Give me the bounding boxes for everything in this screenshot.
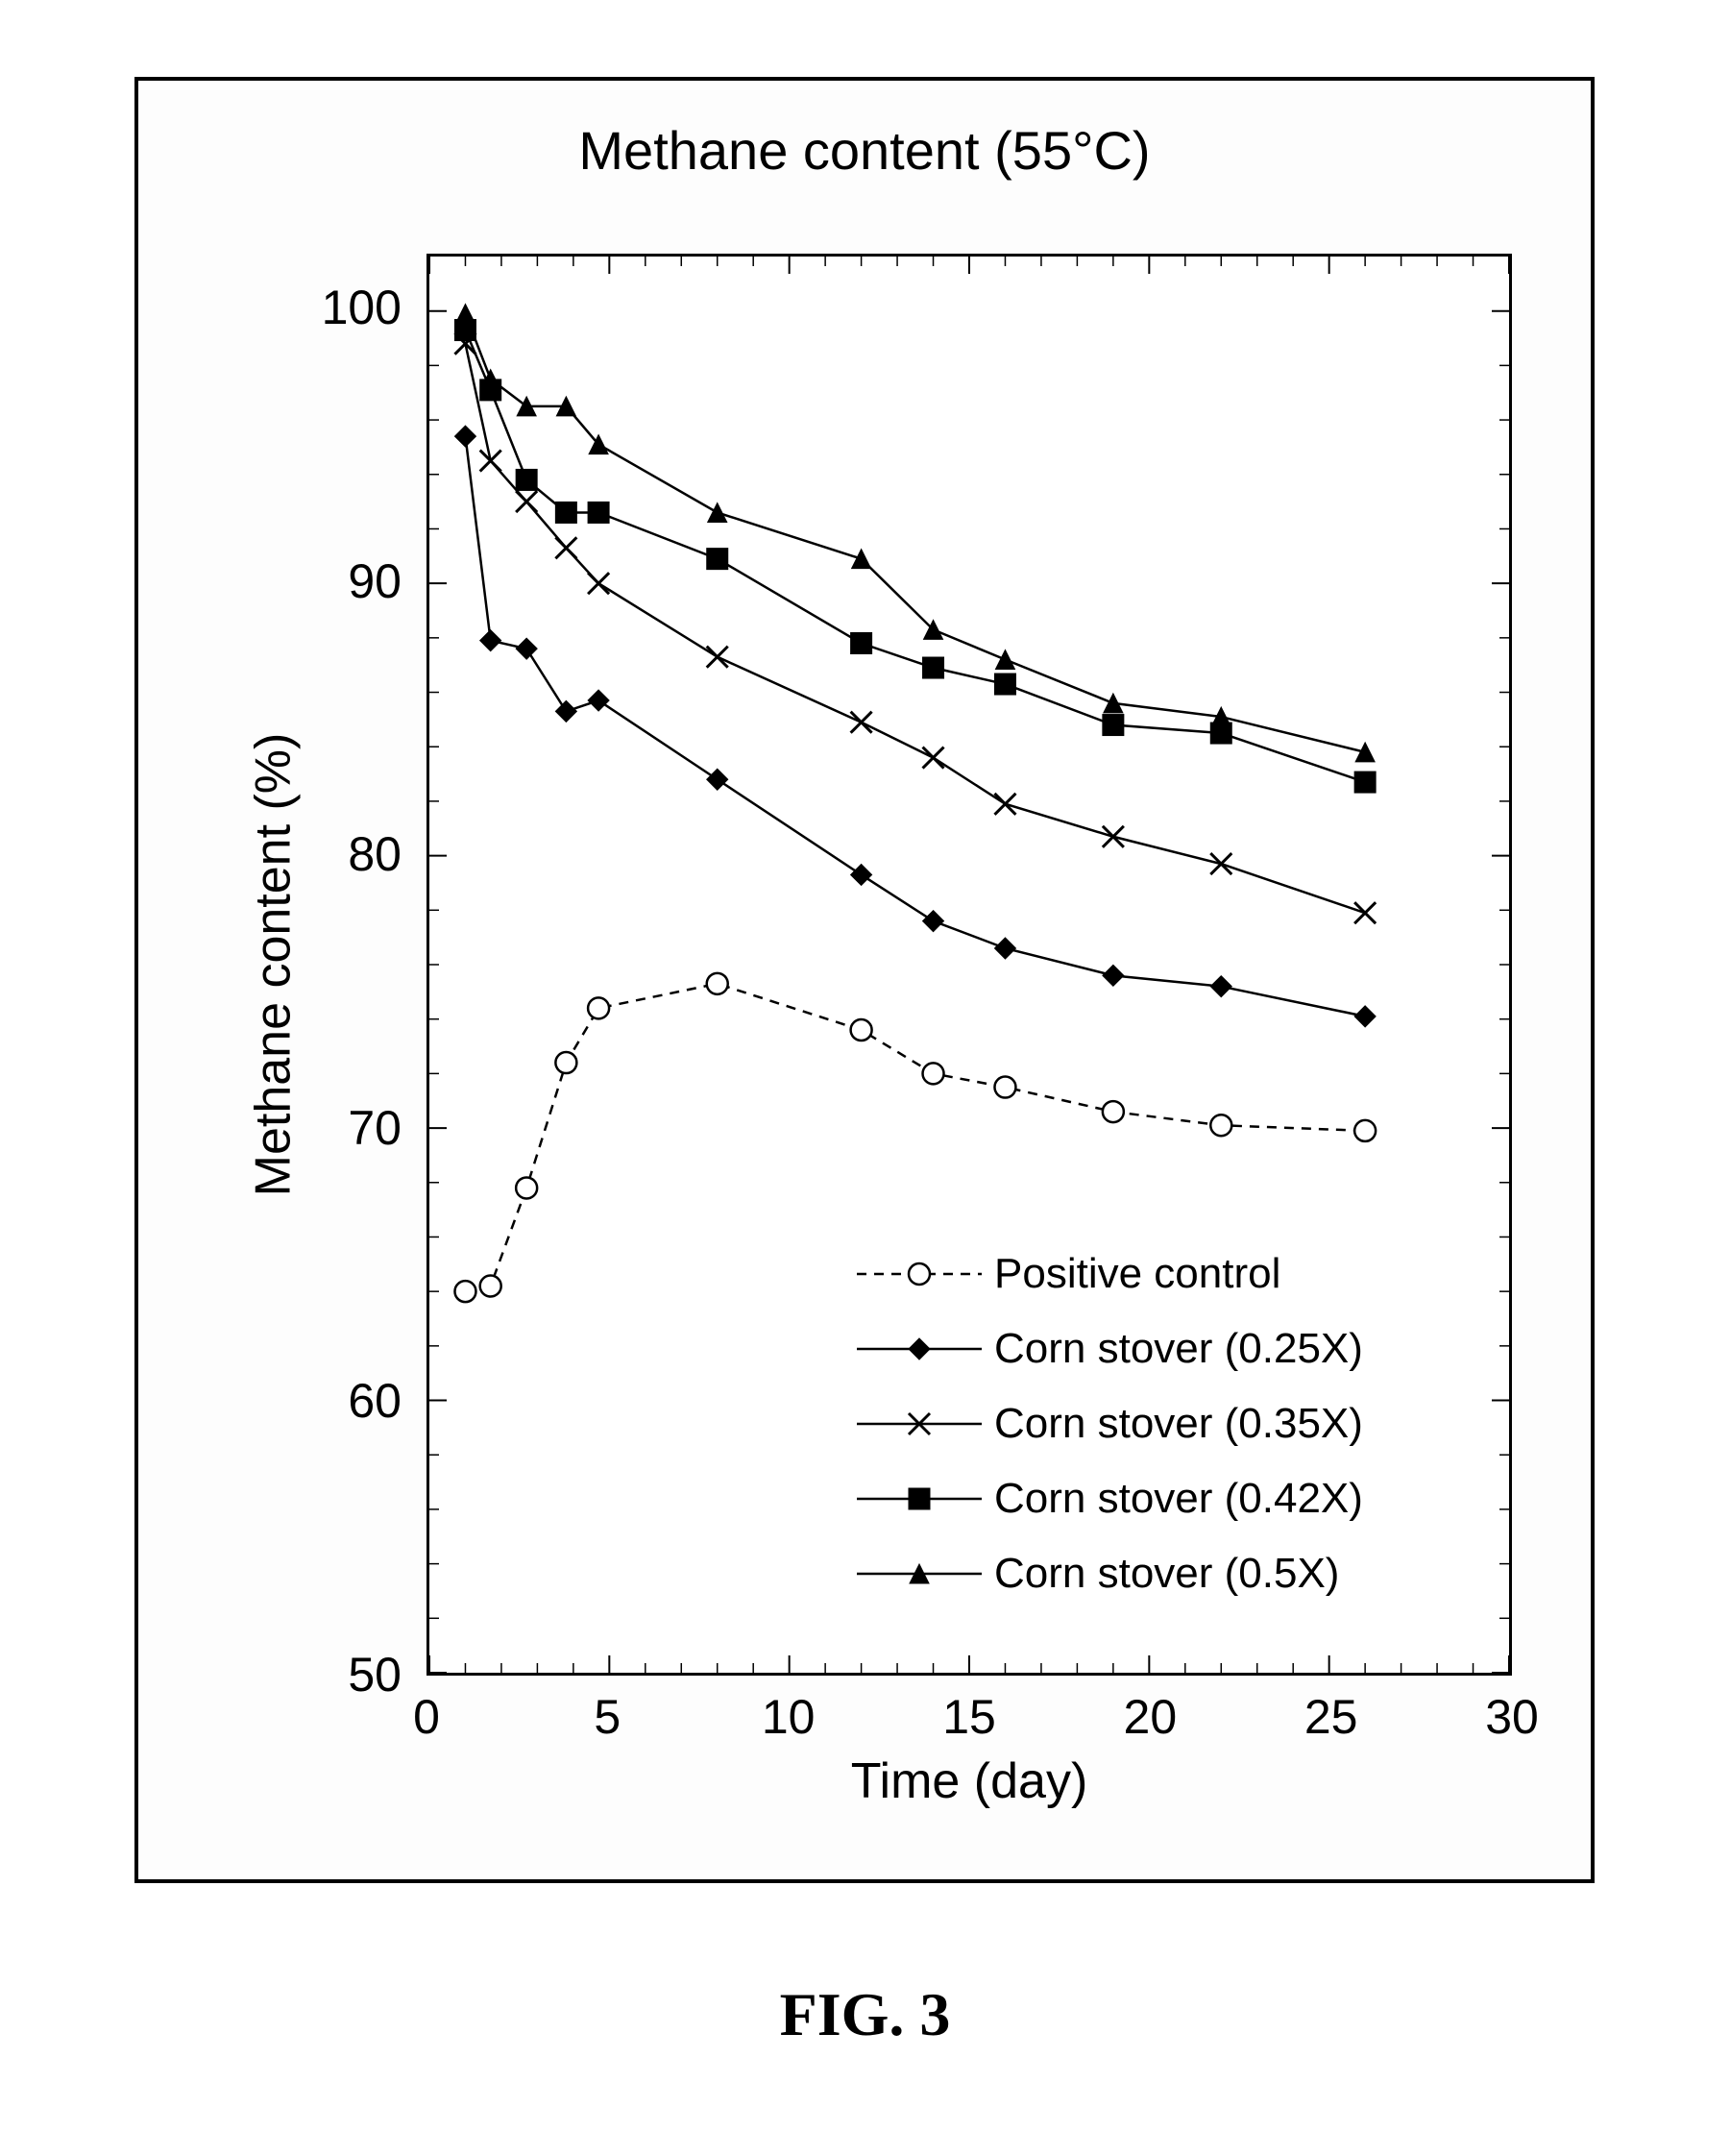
x-tick-label: 15 [940, 1689, 998, 1745]
legend-label: Corn stover (0.35X) [994, 1400, 1363, 1448]
legend-row: Corn stover (0.25X) [852, 1311, 1363, 1386]
x-tick-label: 10 [760, 1689, 817, 1745]
x-tick-label: 5 [578, 1689, 636, 1745]
y-axis-label: Methane content (%) [244, 254, 302, 1676]
legend-row: Corn stover (0.5X) [852, 1536, 1363, 1611]
plot-frame: Positive control Corn stover (0.25X) Corn … [426, 254, 1512, 1676]
legend-marker [852, 1555, 987, 1593]
legend-marker [852, 1330, 987, 1368]
legend-row: Corn stover (0.42X) [852, 1461, 1363, 1536]
outer-frame: Methane content (55°C) Methane content (… [134, 77, 1595, 1883]
legend-label: Corn stover (0.25X) [994, 1325, 1363, 1373]
legend-marker [852, 1405, 987, 1443]
y-tick-label: 100 [322, 280, 402, 335]
y-tick-label: 90 [348, 553, 402, 609]
x-tick-label: 30 [1483, 1689, 1541, 1745]
y-tick-label: 50 [348, 1647, 402, 1703]
legend-row: Corn stover (0.35X) [852, 1386, 1363, 1461]
x-tick-label: 0 [398, 1689, 455, 1745]
legend-label: Corn stover (0.42X) [994, 1475, 1363, 1523]
legend-label: Corn stover (0.5X) [994, 1550, 1339, 1598]
x-tick-label: 20 [1121, 1689, 1179, 1745]
chart-title: Methane content (55°C) [138, 119, 1591, 182]
legend-marker [852, 1255, 987, 1293]
figure-caption: FIG. 3 [0, 1979, 1730, 2050]
legend-label: Positive control [994, 1250, 1280, 1298]
page: Methane content (55°C) Methane content (… [0, 0, 1730, 2156]
y-tick-label: 60 [348, 1373, 402, 1429]
x-tick-label: 25 [1303, 1689, 1360, 1745]
y-tick-label: 80 [348, 826, 402, 882]
legend: Positive control Corn stover (0.25X) Corn … [852, 1237, 1363, 1611]
y-tick-label: 70 [348, 1100, 402, 1156]
legend-row: Positive control [852, 1237, 1363, 1311]
x-axis-label: Time (day) [426, 1752, 1512, 1810]
y-axis-label-text: Methane content (%) [244, 733, 302, 1197]
legend-marker [852, 1480, 987, 1518]
